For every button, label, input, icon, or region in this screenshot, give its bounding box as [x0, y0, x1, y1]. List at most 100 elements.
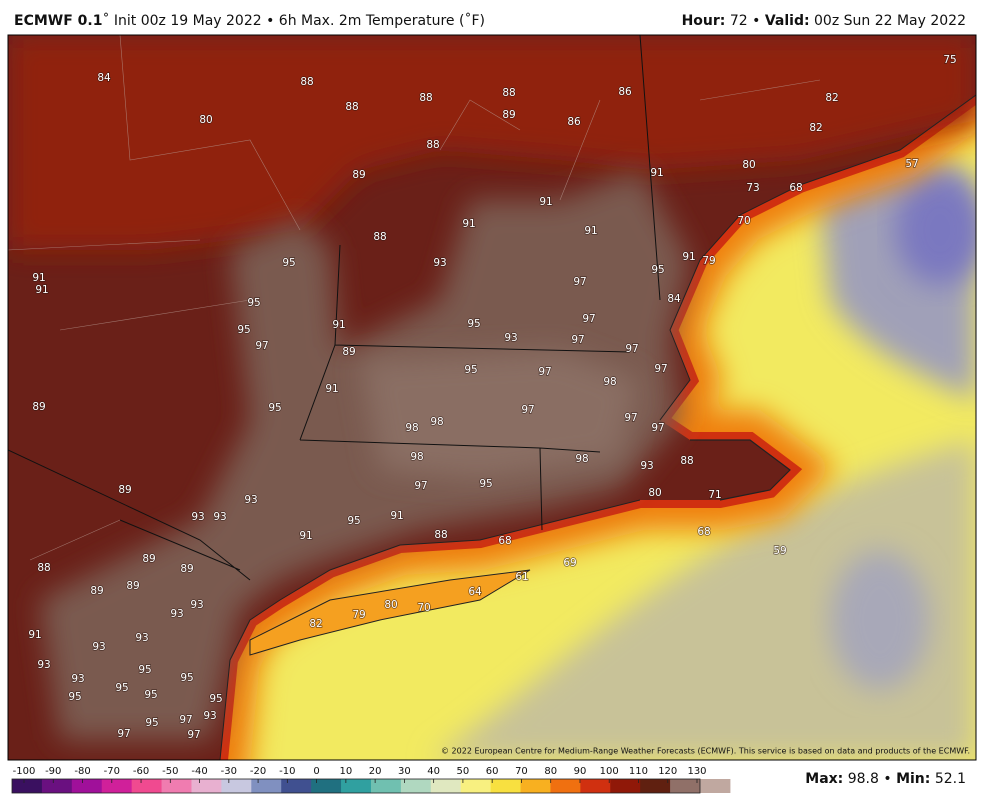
- temperature-label: 95: [247, 297, 260, 309]
- temperature-label: 91: [539, 196, 552, 208]
- temperature-label: 79: [352, 609, 365, 621]
- temperature-label: 88: [434, 529, 447, 541]
- colorbar-tick-label: 80: [544, 766, 557, 777]
- temperature-label: 95: [347, 515, 360, 527]
- colorbar: -100 -90 -80 -70 -60 -50 -40 -30 -20 -10 0 10 20 30 40…: [11, 766, 731, 794]
- temperature-label: 91: [35, 284, 48, 296]
- temperature-label: 98: [603, 376, 616, 388]
- warm-north: [8, 35, 976, 250]
- temperature-label: 93: [244, 494, 257, 506]
- temperature-label: 93: [203, 710, 216, 722]
- coastline: [690, 439, 791, 501]
- temperature-label: 93: [170, 608, 183, 620]
- colorbar-swatch: [640, 779, 671, 793]
- temperature-label: 88: [373, 231, 386, 243]
- temperature-label: 61: [515, 571, 528, 583]
- temperature-label: 84: [667, 293, 681, 305]
- colorbar-tick-label: -30: [221, 766, 237, 777]
- colorbar-swatch: [580, 779, 611, 793]
- header-left: ECMWF 0.1˚ Init 00z 19 May 2022 • 6h Max…: [14, 12, 485, 29]
- temperature-label: 97: [625, 343, 638, 355]
- temperature-label: 89: [118, 484, 131, 496]
- temperature-label: 88: [345, 101, 358, 113]
- separator: •: [883, 771, 891, 787]
- temperature-label: 84: [97, 72, 111, 84]
- temperature-label: 59: [773, 545, 786, 557]
- colorbar-swatch: [341, 779, 372, 793]
- temperature-label: 86: [567, 116, 581, 128]
- colorbar-swatch: [191, 779, 222, 793]
- long-island: [249, 569, 531, 656]
- header-right: Hour: 72 • Valid: 00z Sun 22 May 2022: [682, 13, 966, 29]
- temperature-label: 95: [479, 478, 492, 490]
- coastline: [219, 94, 976, 760]
- temperature-label: 95: [68, 691, 81, 703]
- colorbar-swatch: [71, 779, 103, 793]
- temperature-label: 93: [71, 673, 84, 685]
- temperature-label: 86: [618, 86, 632, 98]
- valid: 00z Sun 22 May 2022: [814, 13, 966, 29]
- map: 84 80 88 88 88 88 89 86 86 88 89 91 80 73 68 75 82 82 57 91…: [8, 35, 976, 760]
- temperature-label: 97: [624, 412, 637, 424]
- temperature-label: 88: [300, 76, 313, 88]
- ocean-cool: [430, 440, 976, 760]
- temperature-label: 97: [521, 404, 534, 416]
- temperature-label: 93: [37, 659, 50, 671]
- temperature-label: 97: [538, 366, 551, 378]
- colorbar-swatch: [550, 779, 581, 793]
- colorbar-tick-label: -60: [133, 766, 149, 777]
- temperature-label: 73: [746, 182, 759, 194]
- colorbar-tick-label: 10: [340, 766, 353, 777]
- temperature-label: 95: [145, 717, 158, 729]
- colorbar-swatch: [221, 779, 252, 793]
- temperature-label: 93: [640, 460, 653, 472]
- temperature-label: 91: [584, 225, 597, 237]
- temperature-label: 95: [467, 318, 480, 330]
- colorbar-tick-label: -50: [162, 766, 178, 777]
- temperature-label: 97: [414, 480, 427, 492]
- temperature-label: 69: [563, 557, 576, 569]
- temperature-label: 89: [352, 169, 365, 181]
- hour: 72: [730, 13, 748, 29]
- ocean-cool: [830, 550, 930, 690]
- temperature-label: 95: [144, 689, 157, 701]
- temperature-label: 89: [142, 553, 155, 565]
- colorbar-swatch: [101, 779, 133, 793]
- temperature-label: 95: [282, 257, 295, 269]
- colorbar-swatch: [700, 779, 731, 793]
- temperature-label: 88: [426, 139, 439, 151]
- temperature-label: 68: [498, 535, 511, 547]
- temperature-label: 95: [180, 672, 193, 684]
- copyright: © 2022 European Centre for Medium-Range …: [441, 747, 970, 756]
- colorbar-tick-label: 20: [369, 766, 382, 777]
- temperature-label: 91: [332, 319, 345, 331]
- temperature-label: 89: [180, 563, 193, 575]
- colorbar-tick-label: 120: [658, 766, 677, 777]
- temperature-label: 97: [255, 340, 268, 352]
- temperature-label: 91: [462, 218, 475, 230]
- colorbar-tick-label: 40: [427, 766, 440, 777]
- temperature-label: 80: [648, 487, 661, 499]
- temperature-label: 64: [468, 586, 482, 598]
- temperature-label: 89: [342, 346, 355, 358]
- temperature-label: 93: [213, 511, 226, 523]
- temperature-label: 57: [905, 158, 918, 170]
- colorbar-swatch: [400, 779, 432, 793]
- temperature-label: 70: [417, 602, 430, 614]
- temperature-label: 95: [651, 264, 664, 276]
- temperature-label: 88: [419, 92, 432, 104]
- temperature-label: 95: [209, 693, 222, 705]
- hot-interior: [40, 170, 690, 740]
- colorbar-swatch: [41, 779, 73, 793]
- colorbar-tick-label: 110: [629, 766, 648, 777]
- temperature-label: 98: [430, 416, 443, 428]
- temperature-label: 97: [651, 422, 664, 434]
- temperature-label: 88: [502, 87, 515, 99]
- max-label: Max:: [805, 771, 843, 787]
- ocean-cold: [895, 175, 976, 285]
- colorbar-swatch: [520, 779, 551, 793]
- hottest-interior: [360, 350, 640, 480]
- colorbar-swatch: [12, 779, 43, 793]
- temperature-label: 95: [237, 324, 250, 336]
